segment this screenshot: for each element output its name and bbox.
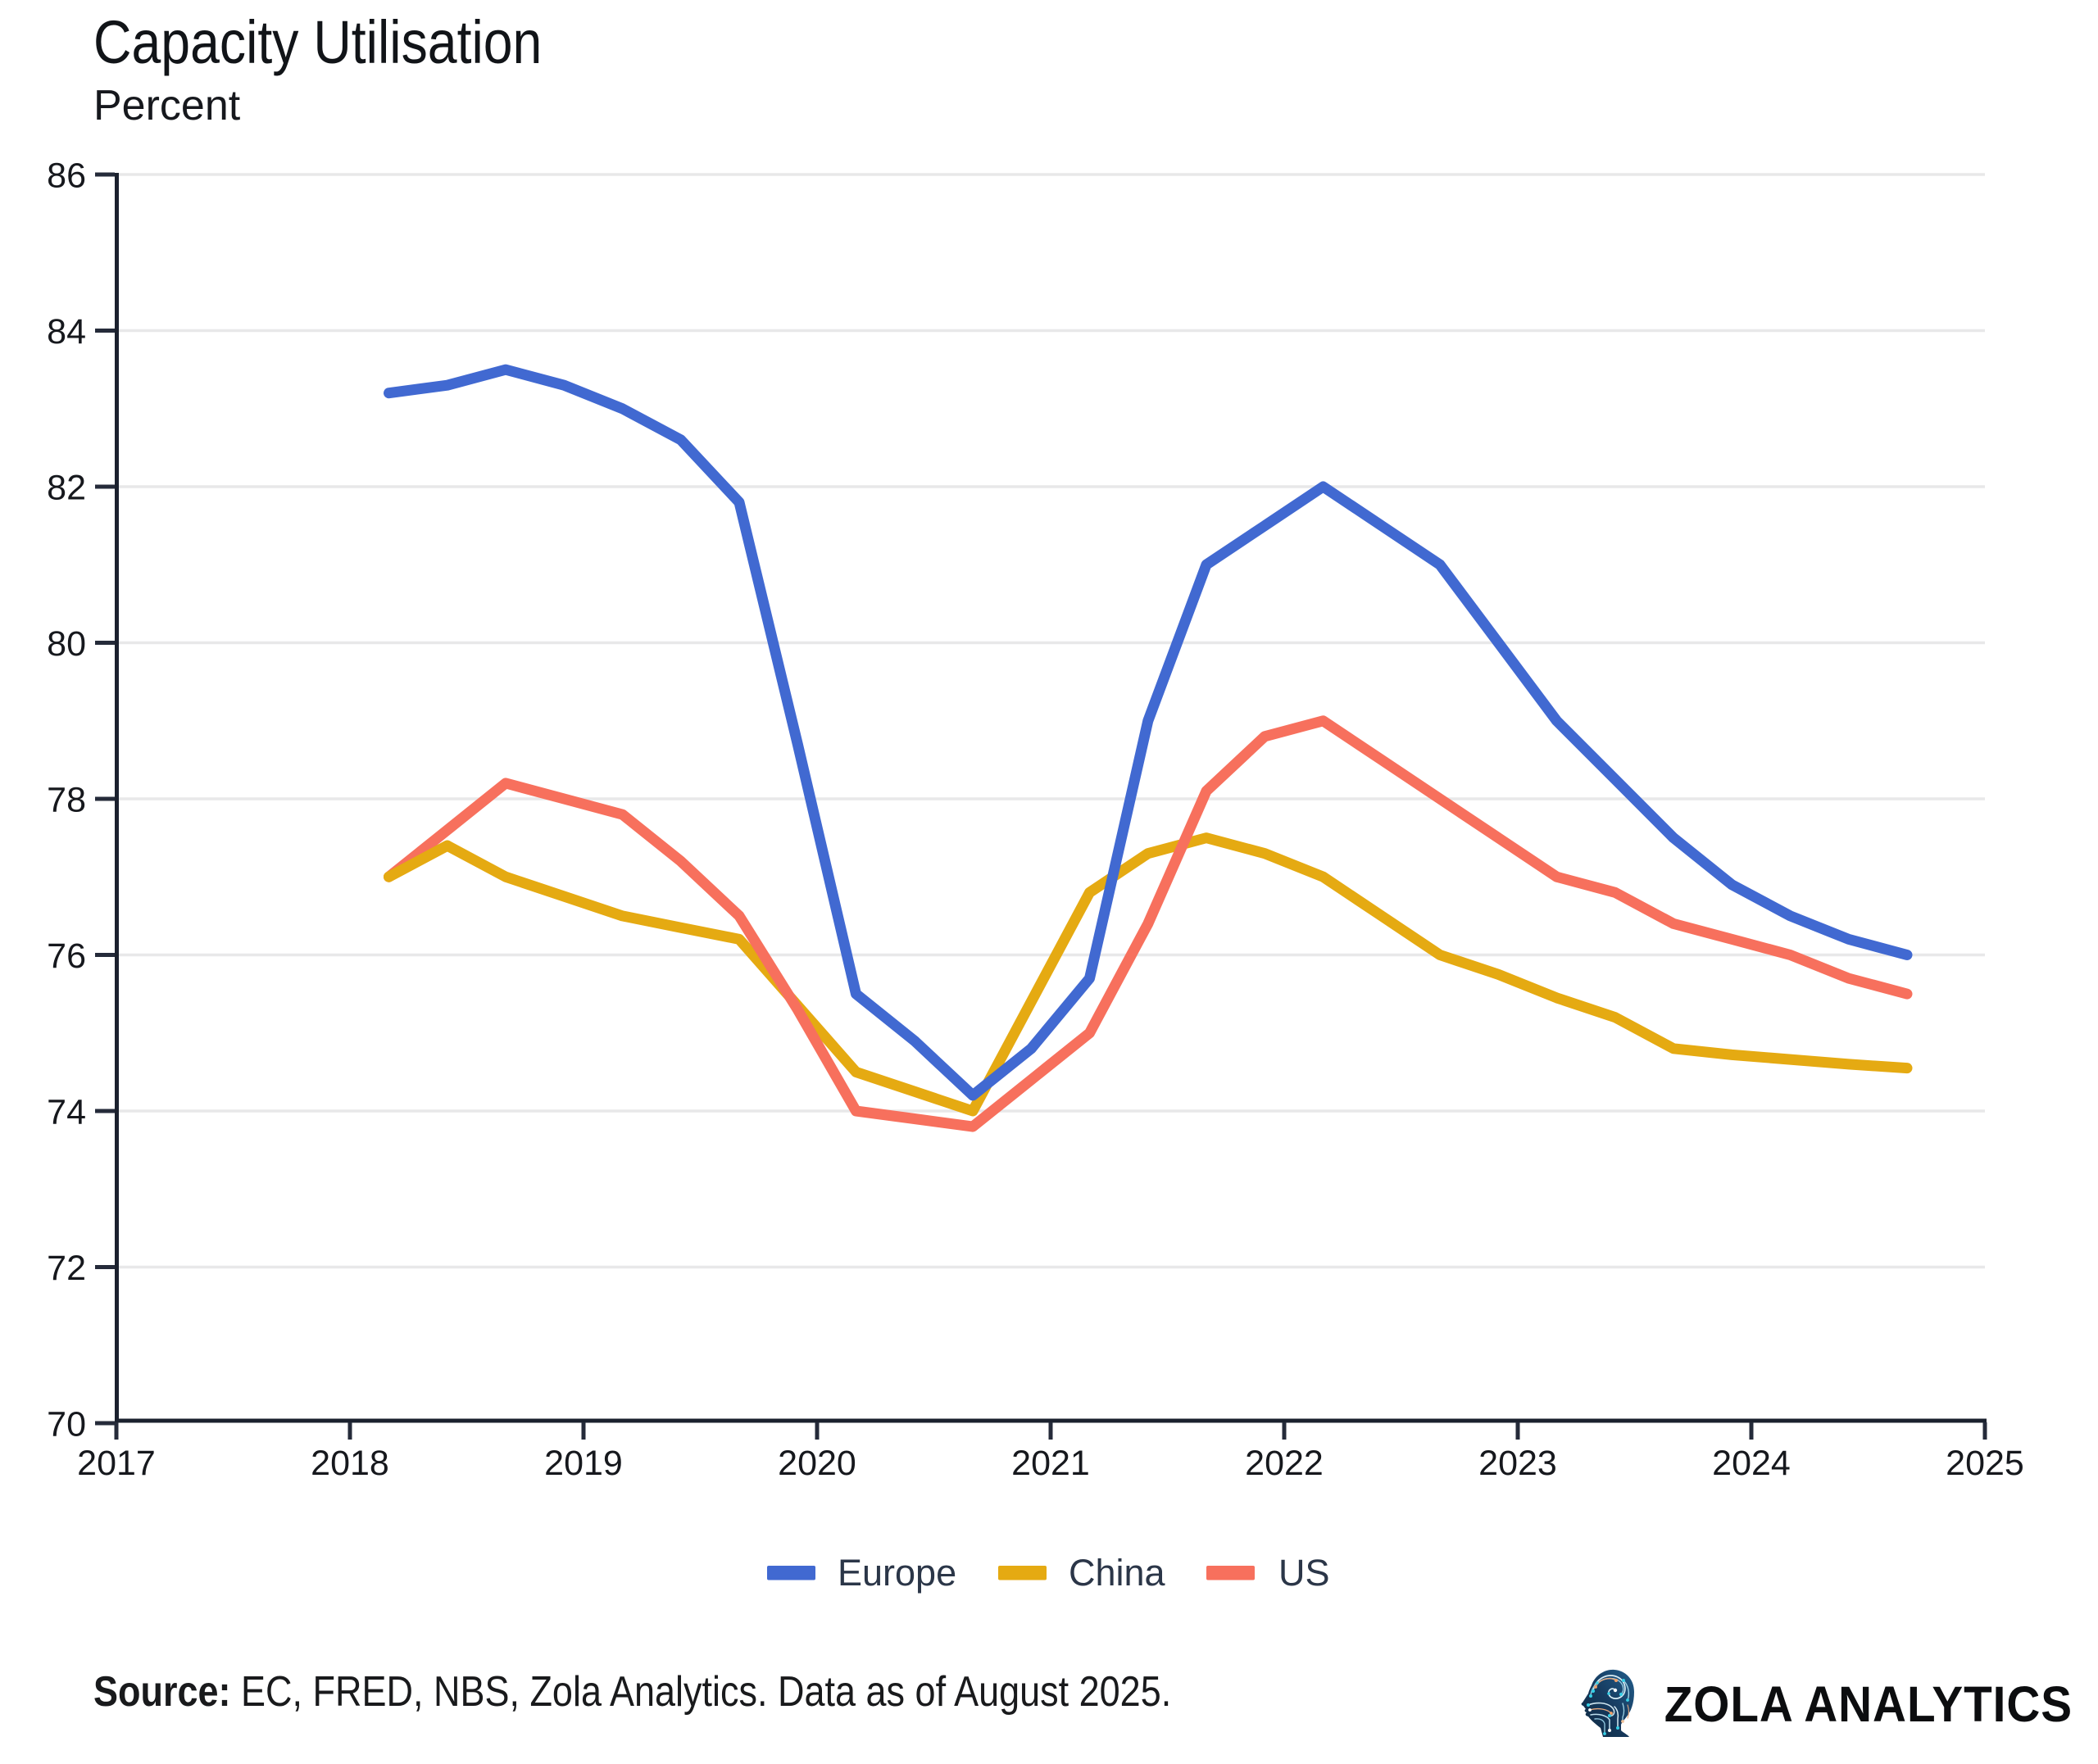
svg-text:84: 84 <box>47 312 86 351</box>
svg-text:72: 72 <box>47 1249 86 1288</box>
svg-text:Capacity Utilisation: Capacity Utilisation <box>93 8 542 76</box>
svg-text:78: 78 <box>47 781 86 820</box>
svg-text:70: 70 <box>47 1405 86 1444</box>
svg-text:76: 76 <box>47 936 86 976</box>
svg-text:2025: 2025 <box>1946 1444 2024 1483</box>
svg-text:86: 86 <box>47 156 86 196</box>
svg-text:ZOLA ANALYTICS: ZOLA ANALYTICS <box>1664 1677 2073 1732</box>
svg-text:US: US <box>1278 1552 1330 1594</box>
svg-text:2023: 2023 <box>1478 1444 1557 1483</box>
svg-text:2017: 2017 <box>77 1444 156 1483</box>
svg-text:Percent: Percent <box>93 82 241 129</box>
svg-text:2020: 2020 <box>778 1444 856 1483</box>
svg-text:China: China <box>1069 1552 1166 1594</box>
svg-text:82: 82 <box>47 469 86 508</box>
svg-text:Europe: Europe <box>838 1552 956 1594</box>
svg-text:74: 74 <box>47 1093 86 1132</box>
svg-text:2018: 2018 <box>311 1444 389 1483</box>
svg-text:2024: 2024 <box>1712 1444 1791 1483</box>
svg-text:2019: 2019 <box>544 1444 623 1483</box>
svg-text:Source: EC, FRED, NBS, Zola An: Source: EC, FRED, NBS, Zola Analytics. D… <box>93 1668 1171 1716</box>
svg-text:2022: 2022 <box>1245 1444 1324 1483</box>
svg-text:80: 80 <box>47 624 86 664</box>
svg-text:2021: 2021 <box>1011 1444 1090 1483</box>
